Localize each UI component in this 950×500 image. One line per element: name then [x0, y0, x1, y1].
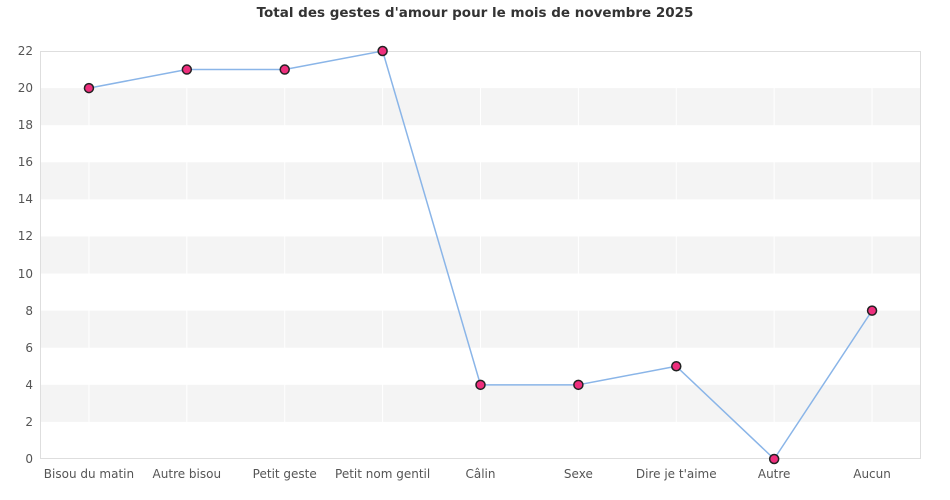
x-tick-label: Câlin	[465, 467, 496, 481]
data-point-marker	[866, 305, 878, 316]
x-tick-label: Bisou du matin	[43, 467, 135, 481]
plot-area	[40, 45, 921, 465]
y-tick-label: 6	[25, 340, 33, 355]
data-point-marker	[83, 82, 95, 94]
y-tick-label: 10	[17, 266, 33, 281]
y-tick-label: 12	[17, 229, 33, 244]
plot-border	[40, 51, 921, 459]
line-chart-svg	[40, 45, 921, 465]
y-tick-label: 18	[17, 118, 33, 133]
data-point-marker	[181, 64, 193, 75]
y-tick-label: 14	[17, 192, 33, 207]
x-tick-label: Sexe	[563, 467, 593, 481]
chart-title: Total des gestes d'amour pour le mois de…	[256, 5, 694, 21]
y-tick-label: 22	[17, 44, 33, 58]
data-point-marker	[377, 45, 388, 57]
x-tick-label: Petit geste	[252, 467, 317, 481]
y-tick-label: 0	[25, 452, 33, 466]
y-tick-label: 20	[17, 81, 33, 96]
y-tick-label: 4	[25, 377, 33, 392]
data-point-marker	[573, 379, 584, 391]
data-point-marker	[768, 453, 780, 465]
x-tick-label: Dire je t'aime	[635, 467, 717, 481]
data-point-marker	[475, 379, 486, 391]
data-point-marker	[279, 64, 290, 75]
y-tick-label: 2	[25, 414, 33, 429]
x-tick-label: Aucun	[853, 467, 891, 481]
x-tick-label: Autre bisou	[152, 467, 222, 481]
y-tick-label: 16	[17, 155, 33, 170]
data-point-marker	[671, 361, 682, 372]
y-tick-label: 8	[25, 303, 33, 318]
x-tick-label: Autre	[757, 467, 791, 481]
x-tick-label: Petit nom gentil	[335, 467, 431, 481]
